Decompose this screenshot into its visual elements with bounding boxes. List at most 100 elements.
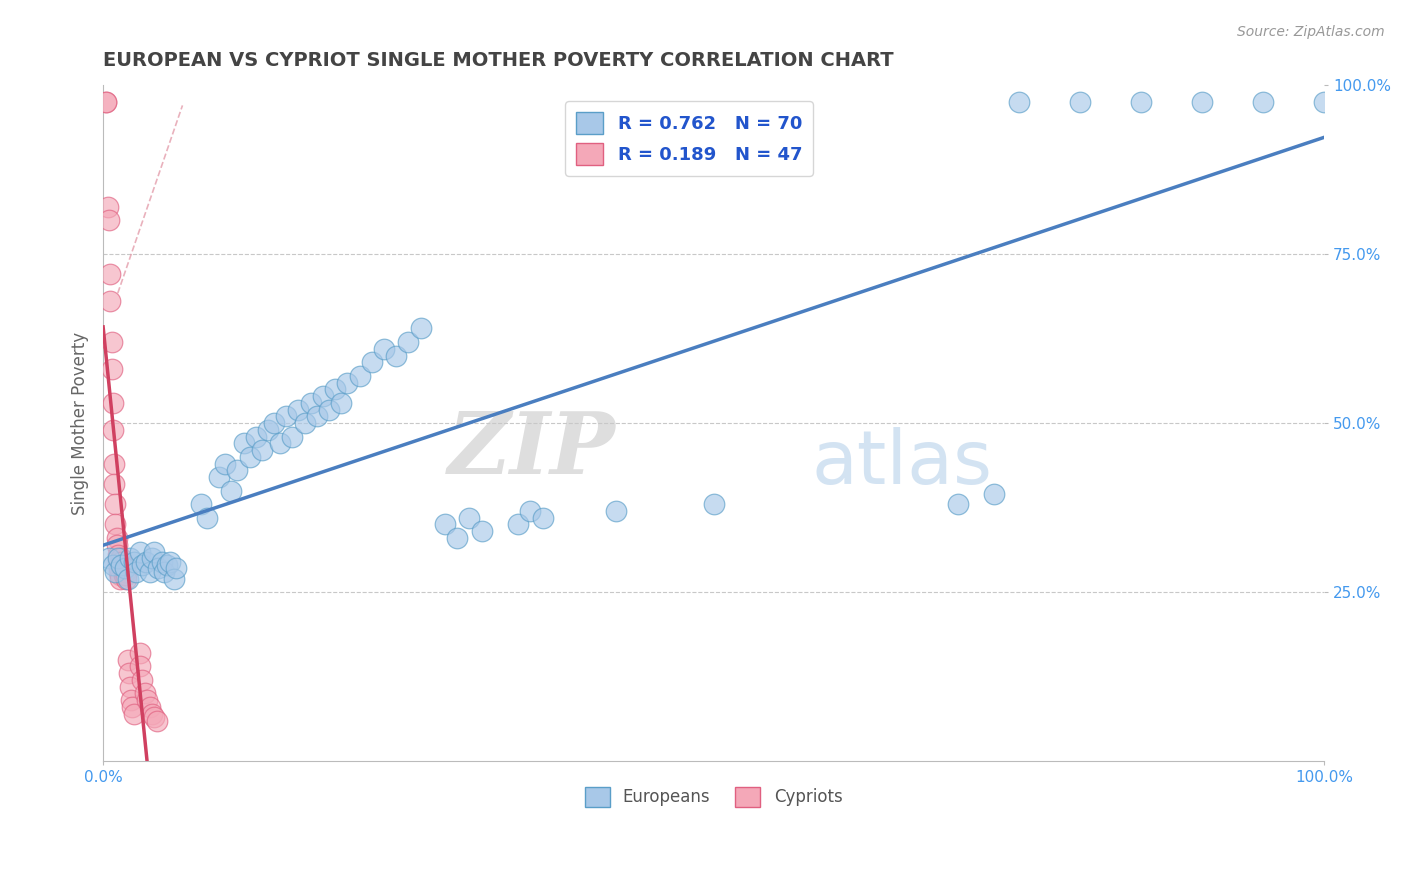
- Point: [114, 565, 136, 579]
- Point: [100, 334, 122, 349]
- Text: ZIP: ZIP: [449, 409, 616, 491]
- Point: [131, 673, 153, 687]
- Point: [110, 555, 132, 569]
- Point: [703, 497, 725, 511]
- Point: [156, 558, 179, 572]
- Point: [108, 565, 131, 579]
- Point: [121, 700, 143, 714]
- Point: [946, 497, 969, 511]
- Text: Source: ZipAtlas.com: Source: ZipAtlas.com: [1237, 25, 1385, 39]
- Point: [1008, 95, 1031, 109]
- Text: atlas: atlas: [811, 427, 993, 500]
- Point: [287, 402, 309, 417]
- Point: [112, 565, 135, 579]
- Point: [433, 517, 456, 532]
- Point: [94, 95, 117, 109]
- Point: [396, 334, 419, 349]
- Point: [153, 565, 176, 579]
- Point: [118, 551, 141, 566]
- Point: [104, 517, 127, 532]
- Point: [336, 376, 359, 390]
- Point: [221, 483, 243, 498]
- Point: [134, 686, 156, 700]
- Point: [110, 568, 132, 582]
- Point: [103, 477, 125, 491]
- Point: [141, 706, 163, 721]
- Point: [471, 524, 494, 539]
- Point: [165, 561, 187, 575]
- Point: [190, 497, 212, 511]
- Point: [114, 561, 136, 575]
- Point: [1251, 95, 1274, 109]
- Point: [232, 436, 254, 450]
- Point: [100, 362, 122, 376]
- Point: [122, 555, 145, 569]
- Point: [983, 487, 1005, 501]
- Point: [101, 396, 124, 410]
- Point: [107, 555, 129, 569]
- Point: [409, 321, 432, 335]
- Point: [111, 558, 134, 572]
- Point: [305, 409, 328, 424]
- Point: [146, 714, 169, 728]
- Point: [269, 436, 291, 450]
- Point: [138, 700, 160, 714]
- Point: [143, 544, 166, 558]
- Point: [531, 510, 554, 524]
- Point: [1313, 95, 1336, 109]
- Point: [107, 551, 129, 566]
- Point: [226, 463, 249, 477]
- Point: [349, 368, 371, 383]
- Point: [385, 349, 408, 363]
- Point: [159, 555, 181, 569]
- Point: [104, 565, 127, 579]
- Point: [281, 429, 304, 443]
- Point: [115, 572, 138, 586]
- Point: [250, 443, 273, 458]
- Point: [107, 548, 129, 562]
- Point: [245, 429, 267, 443]
- Point: [257, 423, 280, 437]
- Point: [117, 572, 139, 586]
- Point: [143, 710, 166, 724]
- Point: [100, 268, 122, 282]
- Point: [323, 382, 346, 396]
- Point: [214, 457, 236, 471]
- Point: [105, 531, 128, 545]
- Point: [373, 342, 395, 356]
- Point: [128, 659, 150, 673]
- Point: [101, 558, 124, 572]
- Legend: Europeans, Cypriots: Europeans, Cypriots: [578, 780, 849, 814]
- Point: [128, 646, 150, 660]
- Point: [110, 558, 132, 572]
- Point: [1129, 95, 1152, 109]
- Point: [105, 538, 128, 552]
- Point: [118, 666, 141, 681]
- Point: [208, 470, 231, 484]
- Point: [114, 561, 136, 575]
- Point: [110, 551, 132, 566]
- Y-axis label: Single Mother Poverty: Single Mother Poverty: [72, 332, 89, 515]
- Point: [97, 200, 120, 214]
- Point: [125, 565, 148, 579]
- Point: [98, 213, 121, 227]
- Point: [110, 572, 132, 586]
- Point: [136, 693, 159, 707]
- Text: EUROPEAN VS CYPRIOT SINGLE MOTHER POVERTY CORRELATION CHART: EUROPEAN VS CYPRIOT SINGLE MOTHER POVERT…: [103, 51, 894, 70]
- Point: [100, 294, 122, 309]
- Point: [112, 568, 135, 582]
- Point: [605, 504, 627, 518]
- Point: [508, 517, 530, 532]
- Point: [128, 544, 150, 558]
- Point: [458, 510, 481, 524]
- Point: [318, 402, 340, 417]
- Point: [118, 680, 141, 694]
- Point: [115, 568, 138, 582]
- Point: [299, 396, 322, 410]
- Point: [239, 450, 262, 464]
- Point: [146, 561, 169, 575]
- Point: [101, 423, 124, 437]
- Point: [312, 389, 335, 403]
- Point: [446, 531, 468, 545]
- Point: [122, 706, 145, 721]
